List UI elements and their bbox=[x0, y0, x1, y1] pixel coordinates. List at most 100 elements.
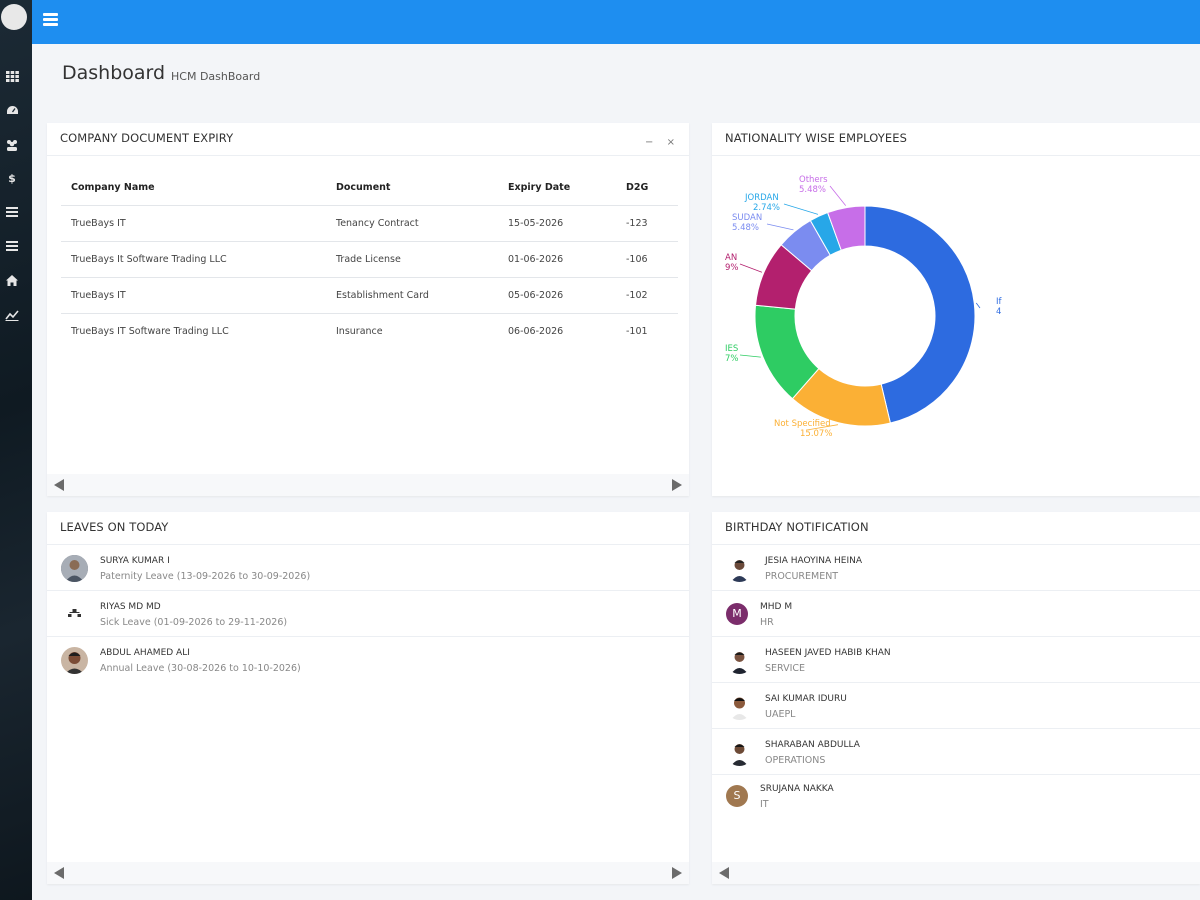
dashboard-icon[interactable] bbox=[5, 105, 19, 119]
department: IT bbox=[760, 799, 769, 810]
table-row[interactable]: TrueBays IT Establishment Card 05-06-202… bbox=[61, 277, 678, 314]
list-item[interactable]: S SRUJANA NAKKA IT bbox=[712, 775, 1200, 821]
top-bar bbox=[32, 0, 1200, 44]
slice-label-value: 2.74% bbox=[753, 203, 780, 213]
panel-title: NATIONALITY WISE EMPLOYEES bbox=[712, 123, 1200, 156]
employee-name: JESIA HAOYINA HEINA bbox=[765, 556, 862, 566]
leave-detail: Sick Leave (01-09-2026 to 29-11-2026) bbox=[100, 617, 288, 628]
slice-label-value: 7% bbox=[725, 354, 739, 364]
birthday-panel: BIRTHDAY NOTIFICATION JESIA HAOYINA HEIN… bbox=[712, 512, 1200, 884]
list-item[interactable]: ABDUL AHAMED ALI Annual Leave (30-08-202… bbox=[47, 637, 689, 683]
scroll-left-icon[interactable] bbox=[719, 867, 729, 879]
list-item[interactable]: SURYA KUMAR I Paternity Leave (13-09-202… bbox=[47, 545, 689, 591]
chart-icon[interactable] bbox=[5, 309, 19, 323]
table-row[interactable]: TrueBays IT Software Trading LLC Insuran… bbox=[61, 314, 678, 350]
table-header-row: Company Name Document Expiry Date D2G bbox=[61, 173, 678, 206]
horizontal-scrollbar[interactable] bbox=[47, 862, 689, 884]
slice-label-name: IES bbox=[725, 344, 738, 354]
cell-d2g: -123 bbox=[616, 205, 678, 242]
column-header-d2g[interactable]: D2G bbox=[616, 173, 678, 206]
avatar bbox=[726, 647, 753, 674]
leader-line bbox=[806, 424, 839, 431]
column-header-document[interactable]: Document bbox=[326, 173, 498, 206]
panel-title: BIRTHDAY NOTIFICATION bbox=[712, 512, 1200, 545]
slice-label-name: Not Specified bbox=[774, 419, 831, 429]
panel-title: COMPANY DOCUMENT EXPIRY bbox=[47, 123, 689, 156]
cell-document: Establishment Card bbox=[326, 277, 498, 314]
cell-expiry: 15-05-2026 bbox=[498, 205, 616, 242]
document-expiry-table: Company Name Document Expiry Date D2G Tr… bbox=[61, 173, 678, 349]
slice-label-value: 5.48% bbox=[732, 223, 759, 233]
leader-line bbox=[766, 223, 794, 231]
horizontal-scrollbar[interactable] bbox=[47, 474, 689, 496]
cell-company: TrueBays IT bbox=[61, 205, 326, 242]
users-icon[interactable] bbox=[5, 139, 19, 153]
dollar-icon[interactable]: $ bbox=[8, 172, 16, 185]
slice-label-name: Others bbox=[799, 175, 828, 185]
column-header-company[interactable]: Company Name bbox=[61, 173, 326, 206]
scroll-left-icon[interactable] bbox=[54, 867, 64, 879]
cell-expiry: 05-06-2026 bbox=[498, 277, 616, 314]
letter-avatar: S bbox=[726, 785, 748, 807]
list-icon[interactable] bbox=[5, 207, 19, 221]
avatar bbox=[726, 739, 753, 766]
table-row[interactable]: TrueBays IT Tenancy Contract 15-05-2026 … bbox=[61, 205, 678, 242]
menu-toggle-icon[interactable] bbox=[43, 13, 58, 26]
cell-company: TrueBays IT Software Trading LLC bbox=[71, 326, 229, 337]
slice-label-value: 15.07% bbox=[800, 429, 832, 439]
user-avatar[interactable] bbox=[1, 4, 27, 30]
leader-line bbox=[975, 302, 981, 309]
employee-name: SURYA KUMAR I bbox=[100, 556, 170, 566]
department: HR bbox=[760, 617, 774, 628]
org-avatar-icon bbox=[61, 601, 88, 628]
donut-slice-if[interactable] bbox=[864, 205, 976, 424]
minimize-icon[interactable]: − bbox=[645, 137, 654, 148]
employee-name: SRUJANA NAKKA bbox=[760, 784, 834, 794]
scroll-right-icon[interactable] bbox=[672, 867, 682, 879]
slice-label-value: 9% bbox=[725, 263, 739, 273]
list-icon-2[interactable] bbox=[5, 241, 19, 255]
leader-line bbox=[739, 354, 761, 358]
list-item[interactable]: JESIA HAOYINA HEINA PROCUREMENT bbox=[712, 545, 1200, 591]
list-item[interactable]: RIYAS MD MD Sick Leave (01-09-2026 to 29… bbox=[47, 591, 689, 637]
table-row[interactable]: TrueBays It Software Trading LLC Trade L… bbox=[61, 241, 678, 278]
cell-company: TrueBays It Software Trading LLC bbox=[61, 241, 326, 278]
column-header-expiry[interactable]: Expiry Date bbox=[498, 173, 616, 206]
page-title: Dashboard bbox=[62, 62, 166, 84]
department: SERVICE bbox=[765, 663, 806, 674]
slice-label-name: If bbox=[996, 297, 1003, 307]
list-item[interactable]: SHARABAN ABDULLA OPERATIONS bbox=[712, 729, 1200, 775]
cell-d2g: -106 bbox=[616, 241, 678, 278]
employee-name: MHD M bbox=[760, 602, 793, 612]
employee-name: RIYAS MD MD bbox=[100, 602, 161, 612]
list-item[interactable]: HASEEN JAVED HABIB KHAN SERVICE bbox=[712, 637, 1200, 683]
scroll-right-icon[interactable] bbox=[672, 479, 682, 491]
cell-expiry: 01-06-2026 bbox=[498, 241, 616, 278]
list-item[interactable]: SAI KUMAR IDURU UAEPL bbox=[712, 683, 1200, 729]
cell-document: Insurance bbox=[336, 326, 383, 337]
slice-label-value: 5.48% bbox=[799, 185, 826, 195]
panel-title: LEAVES ON TODAY bbox=[47, 512, 689, 545]
slice-label-name: AN bbox=[725, 253, 737, 263]
cell-document: Trade License bbox=[326, 241, 498, 278]
employee-name: SHARABAN ABDULLA bbox=[765, 740, 860, 750]
employee-name: SAI KUMAR IDURU bbox=[765, 694, 847, 704]
avatar bbox=[726, 693, 753, 720]
leave-detail: Paternity Leave (13-09-2026 to 30-09-202… bbox=[100, 571, 311, 582]
home-icon[interactable] bbox=[5, 275, 19, 289]
grid-icon[interactable] bbox=[5, 71, 19, 85]
slice-label-value: 4 bbox=[996, 307, 1001, 317]
list-item[interactable]: M MHD M HR bbox=[712, 591, 1200, 637]
slice-label-name: SUDAN bbox=[732, 213, 762, 223]
employee-name: ABDUL AHAMED ALI bbox=[100, 648, 190, 658]
donut-slice-others[interactable] bbox=[826, 205, 866, 251]
close-icon[interactable]: × bbox=[666, 137, 675, 148]
scroll-left-icon[interactable] bbox=[54, 479, 64, 491]
department: PROCUREMENT bbox=[765, 571, 839, 582]
avatar bbox=[726, 555, 753, 582]
page-subtitle: HCM DashBoard bbox=[171, 70, 261, 83]
document-expiry-panel: COMPANY DOCUMENT EXPIRY − × Company Name… bbox=[47, 123, 689, 496]
cell-company: TrueBays IT bbox=[61, 277, 326, 314]
horizontal-scrollbar[interactable] bbox=[712, 862, 1200, 884]
